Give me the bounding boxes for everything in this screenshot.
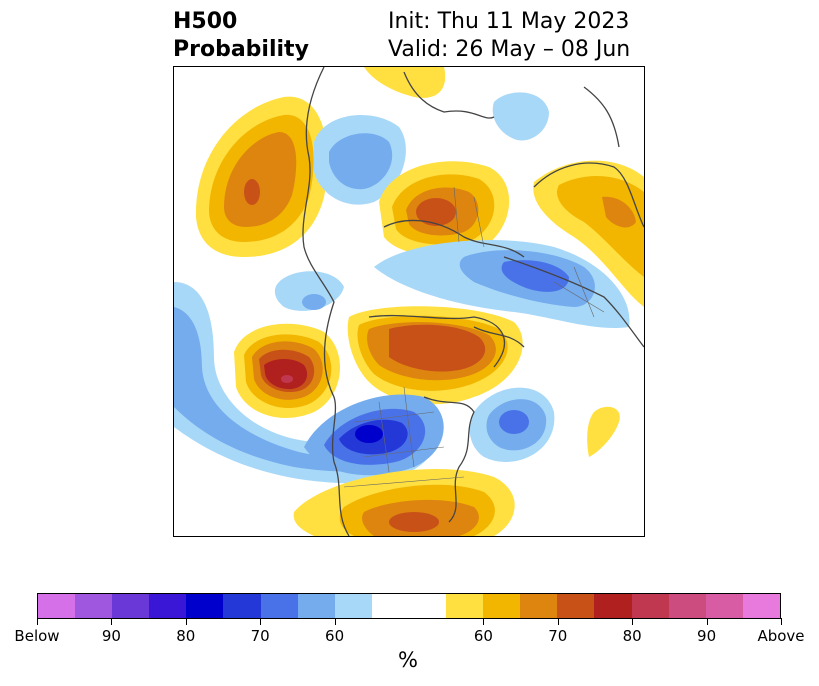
anomaly-east-atlantic-small [587, 406, 620, 457]
anomaly-russia [374, 239, 630, 329]
colorbar-tick-label: 70 [548, 627, 568, 645]
colorbar-swatch [668, 594, 706, 618]
chart-title-left: H500 Probability [173, 8, 309, 64]
anomaly-bering [314, 115, 406, 205]
colorbar-swatch [38, 594, 76, 618]
colorbar-tick [37, 618, 38, 625]
colorbar-tick [334, 618, 336, 625]
colorbar-tick [557, 618, 559, 625]
colorbar-swatch [557, 594, 595, 618]
colorbar-swatch [742, 594, 780, 618]
anomaly-ne-pacific [234, 323, 341, 418]
anomaly-east-asia [533, 160, 644, 307]
colorbar-swatch [705, 594, 743, 618]
colorbar-swatch [149, 594, 187, 618]
colorbar-tick-label: 80 [622, 627, 642, 645]
colorbar-tick [185, 618, 187, 625]
colorbar-tick-label: Above [757, 627, 805, 645]
colorbar-swatch [223, 594, 261, 618]
colorbar-swatch [408, 594, 447, 618]
anomaly-north-pacific [174, 282, 434, 484]
colorbar-swatch [446, 594, 484, 618]
colorbar-tick-label: 90 [101, 627, 121, 645]
colorbar-swatch [186, 594, 224, 618]
colorbar-tick [483, 618, 485, 625]
borders [343, 186, 605, 488]
anomaly-canada [347, 306, 523, 405]
coastlines [302, 67, 644, 536]
colorbar-swatch [260, 594, 298, 618]
colorbar-swatch [594, 594, 632, 618]
colorbar-swatch [112, 594, 150, 618]
colorbar-swatch [483, 594, 521, 618]
colorbar-swatch [631, 594, 669, 618]
map-canvas [174, 67, 644, 536]
colorbar-tick-label: 80 [176, 627, 196, 645]
colorbar-ticks: Below 90 80 70 60 60 70 80 90 Above [14, 618, 805, 645]
probability-map [173, 66, 645, 537]
colorbar-swatch [334, 594, 372, 618]
title-product: Probability [173, 37, 309, 62]
title-variable: H500 [173, 9, 238, 34]
anomaly-top-arctic [364, 67, 446, 98]
anomaly-western-us [304, 394, 444, 476]
chart-title-right: Init: Thu 11 May 2023 Valid: 26 May – 08… [388, 8, 630, 64]
colorbar-tick [781, 618, 782, 625]
colorbar-units-label: % [398, 648, 418, 672]
title-valid: Valid: 26 May – 08 Jun [388, 37, 631, 62]
colorbar-tick [632, 618, 634, 625]
anomaly-north-pacific-small [274, 271, 344, 311]
colorbar-tick-label: 60 [473, 627, 493, 645]
colorbar-tick [111, 618, 113, 625]
title-init: Init: Thu 11 May 2023 [388, 9, 630, 34]
colorbar-tick-label: 90 [697, 627, 717, 645]
colorbar-tick [260, 618, 262, 625]
colorbar-tick-label: 70 [250, 627, 270, 645]
colorbar-tick-label: Below [14, 627, 60, 645]
colorbar-tick [706, 618, 708, 625]
anomaly-central-atlantic [469, 387, 555, 462]
colorbar-swatch [520, 594, 558, 618]
anomaly-top-right [492, 92, 549, 141]
colorbar-tick-label: 60 [325, 627, 345, 645]
anomaly-siberia [379, 161, 510, 256]
colorbar-swatch [75, 594, 113, 618]
colorbar [37, 593, 781, 619]
colorbar-swatch [371, 594, 409, 618]
anomaly-gulf-of-alaska [195, 96, 328, 257]
colorbar-swatch [297, 594, 335, 618]
anomaly-southeast-us [293, 469, 515, 536]
